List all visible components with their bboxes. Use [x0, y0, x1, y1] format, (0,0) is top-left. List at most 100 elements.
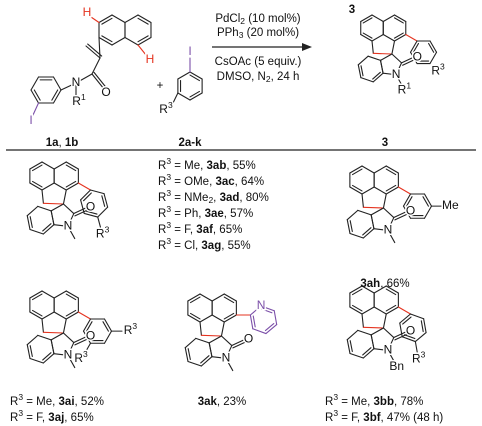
bond — [379, 59, 384, 74]
bond — [67, 354, 76, 369]
bond — [53, 161, 67, 170]
bond — [406, 196, 413, 207]
bond — [414, 341, 418, 353]
bond — [103, 318, 113, 332]
bond — [372, 72, 384, 83]
text-part: 3 — [421, 350, 426, 360]
text-part: = OMe, — [171, 176, 215, 188]
bond — [67, 213, 75, 227]
text-part: 3ac — [215, 176, 235, 188]
bond — [252, 315, 256, 328]
bond — [137, 35, 149, 43]
bond — [357, 64, 362, 79]
condition: CsOAc (5 equiv.) — [215, 56, 302, 68]
bond — [402, 193, 412, 207]
bond — [373, 165, 387, 174]
bond — [42, 353, 55, 364]
bond — [362, 227, 372, 236]
atom-label: O — [86, 200, 95, 214]
bond — [184, 347, 189, 363]
text-part: 3ah — [360, 278, 380, 290]
bond — [373, 285, 387, 294]
atom-label: R3 — [96, 225, 110, 241]
arrow-head — [302, 43, 312, 51]
bond — [74, 209, 89, 217]
text-part: N — [257, 298, 266, 312]
bond — [220, 321, 225, 337]
text-part: 3 — [18, 392, 23, 402]
text-part: O — [86, 329, 95, 343]
bond — [349, 165, 363, 174]
text-part: = Me, — [171, 160, 206, 172]
atom-label: H — [146, 52, 155, 66]
text-part: 1b — [65, 137, 78, 149]
bond — [429, 40, 438, 53]
atom-label: I — [29, 113, 32, 127]
bond — [172, 92, 179, 104]
bond — [32, 102, 40, 116]
result-line: R3 = Ph, 3ae, 57% — [158, 204, 253, 220]
text-part: R — [10, 396, 18, 408]
bond — [65, 180, 77, 188]
text-part: R — [159, 102, 168, 116]
text-part: I — [29, 113, 32, 127]
text-part: R — [158, 160, 166, 172]
atom-label: R3 — [159, 100, 173, 116]
atom-label: N — [384, 223, 393, 237]
bond — [394, 213, 409, 221]
bond — [53, 290, 67, 299]
bond — [29, 345, 33, 357]
bond — [42, 352, 52, 361]
atom-label: N — [64, 219, 73, 233]
bond — [208, 335, 222, 344]
text-part: R — [158, 240, 166, 252]
bond — [65, 161, 79, 170]
text-part: O — [406, 324, 415, 338]
bond — [41, 182, 55, 191]
bond — [177, 92, 191, 101]
bond — [89, 189, 105, 195]
bond — [85, 45, 101, 59]
atom-label: R3 — [124, 321, 138, 337]
bond — [41, 161, 55, 170]
text-part: R — [10, 412, 18, 424]
bond — [42, 224, 55, 235]
bond — [200, 334, 222, 337]
bond — [65, 182, 79, 191]
bond — [351, 168, 363, 176]
bond — [373, 306, 387, 315]
text-part: = F, — [171, 224, 196, 236]
bond — [362, 17, 373, 24]
bond — [405, 33, 418, 42]
bond — [37, 205, 52, 212]
bond — [249, 305, 262, 316]
text-part: 3 — [105, 225, 110, 235]
bond — [83, 192, 92, 202]
bond — [137, 17, 149, 25]
bond — [53, 224, 69, 227]
result-line: R3 = Me, 3ab, 55% — [158, 156, 256, 172]
bond — [80, 199, 85, 214]
bond — [349, 352, 364, 359]
bond — [73, 207, 88, 215]
text-part: 1 — [81, 92, 86, 102]
bond — [423, 193, 433, 207]
text-part: N — [72, 75, 81, 89]
bond — [65, 290, 79, 299]
bond — [399, 322, 403, 338]
condition: DMSO, N2, 24 h — [217, 71, 300, 84]
text-part: R — [158, 208, 166, 220]
bond — [189, 312, 201, 320]
bond — [77, 311, 92, 320]
bond — [401, 336, 416, 343]
text-part: H — [146, 52, 155, 66]
text-part: N — [392, 67, 401, 81]
atom-label: N — [384, 343, 393, 357]
text-part: , 64% — [235, 176, 264, 188]
text-part: 3 — [239, 30, 244, 40]
atom-label: O — [406, 324, 415, 338]
atom-label: I — [188, 44, 191, 58]
text-part: Bn — [389, 359, 404, 373]
bond — [137, 36, 152, 46]
text-part: 3ak — [198, 396, 218, 408]
